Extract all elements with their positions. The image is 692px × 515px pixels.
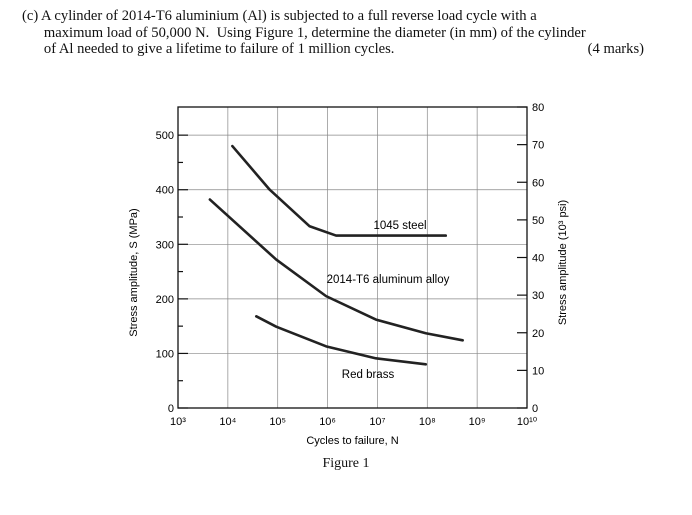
y-right-tick-label: 60 xyxy=(532,177,544,189)
y-right-tick-label: 0 xyxy=(532,403,538,415)
series-line-2014-t6-aluminum-alloy xyxy=(208,198,464,342)
y-right-tick-label: 20 xyxy=(532,328,544,340)
series-label: 1045 steel xyxy=(373,220,426,232)
question-line: (c) A cylinder of 2014-T6 aluminium (Al)… xyxy=(22,8,537,24)
question-text: (c) A cylinder of 2014-T6 aluminium (Al)… xyxy=(22,8,644,58)
x-axis-label: Cycles to failure, N xyxy=(306,435,398,447)
figure-caption: Figure 1 xyxy=(322,456,370,471)
x-tick-label: 10⁸ xyxy=(419,416,436,428)
plot-frame xyxy=(177,106,528,409)
y-right-tick-label: 40 xyxy=(532,253,544,265)
x-tick-label: 10⁵ xyxy=(269,416,286,428)
x-tick-label: 10⁹ xyxy=(469,416,486,428)
y-tick-label: 0 xyxy=(168,403,174,415)
series-label: Red brass xyxy=(342,369,395,381)
y-right-axis-label: Stress amplitude (10³ psi) xyxy=(557,200,569,325)
x-tick-label: 10⁶ xyxy=(319,416,336,428)
x-tick-label: 10¹⁰ xyxy=(517,416,538,428)
y-tick-label: 300 xyxy=(156,239,174,251)
marks-label: (4 marks) xyxy=(587,41,644,57)
series-line-1045-steel xyxy=(231,144,448,237)
y-axis-label: Stress amplitude, S (MPa) xyxy=(128,208,140,336)
x-tick-label: 10⁴ xyxy=(219,416,236,428)
y-right-tick-label: 10 xyxy=(532,365,544,377)
y-tick-label: 400 xyxy=(156,185,174,197)
x-tick-label: 10⁷ xyxy=(369,416,385,428)
y-tick-label: 200 xyxy=(156,294,174,306)
y-right-tick-label: 70 xyxy=(532,140,544,152)
y-right-tick-label: 50 xyxy=(532,215,544,227)
series-line-red-brass xyxy=(254,315,428,366)
y-tick-label: 100 xyxy=(156,348,174,360)
series-label: 2014-T6 aluminum alloy xyxy=(327,274,450,286)
question-line: of Al needed to give a lifetime to failu… xyxy=(22,41,395,57)
y-tick-label: 500 xyxy=(156,130,174,142)
question-line: maximum load of 50,000 N. Using Figure 1… xyxy=(22,24,586,41)
y-right-tick-label: 30 xyxy=(532,290,544,302)
x-tick-label: 10³ xyxy=(170,416,186,428)
y-right-tick-label: 80 xyxy=(532,102,544,114)
